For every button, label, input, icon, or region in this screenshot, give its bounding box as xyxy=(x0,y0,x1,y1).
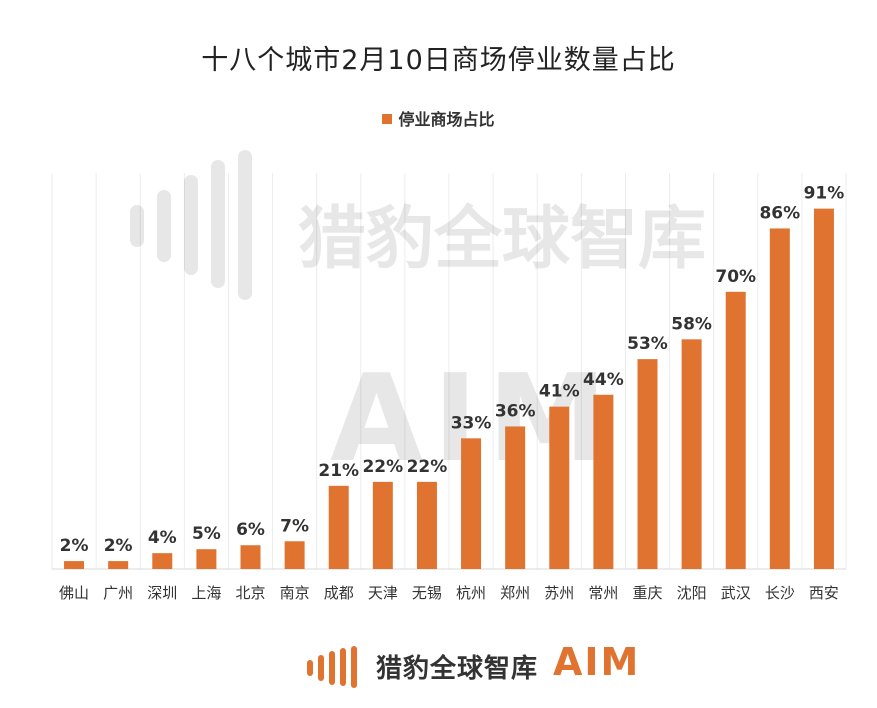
bar-郑州 xyxy=(505,426,526,569)
x-tick-label: 常州 xyxy=(588,584,618,602)
data-label: 21% xyxy=(318,461,359,481)
data-label: 58% xyxy=(671,314,712,334)
bar-沈阳 xyxy=(681,339,702,569)
data-label: 22% xyxy=(362,457,403,477)
bar-天津 xyxy=(372,481,393,569)
data-labels: 2% 2% 4% 5% 6% 7%21% 22% 22%33%36%41%44%53%58%7… xyxy=(60,184,845,556)
x-tick-label: 北京 xyxy=(235,584,265,602)
data-label: 44% xyxy=(583,370,624,390)
data-label: 2% xyxy=(104,536,133,556)
footer-logo-icon xyxy=(307,646,357,688)
bar-广州 xyxy=(108,561,129,569)
x-tick-label: 苏州 xyxy=(544,584,574,602)
watermark-logo-icon xyxy=(130,150,252,300)
legend-swatch xyxy=(382,114,393,124)
x-tick-label: 南京 xyxy=(280,584,310,602)
bar-北京 xyxy=(240,545,261,569)
bar-上海 xyxy=(196,549,217,569)
bar-西安 xyxy=(813,208,834,569)
x-tick-label: 长沙 xyxy=(765,584,795,602)
bar-重庆 xyxy=(637,359,658,569)
x-tick-label: 重庆 xyxy=(632,584,662,602)
x-tick-label: 沈阳 xyxy=(677,584,707,602)
footer-brand-text: 猎豹全球智库 xyxy=(376,654,539,684)
data-label: 53% xyxy=(627,334,668,354)
legend: 停业商场占比 xyxy=(0,106,877,130)
bar-深圳 xyxy=(152,553,173,569)
data-label: 33% xyxy=(451,413,492,433)
data-label: 41% xyxy=(539,382,580,402)
x-tick-label: 深圳 xyxy=(147,584,177,602)
legend-label: 停业商场占比 xyxy=(398,110,495,129)
bar-长沙 xyxy=(769,228,790,569)
data-label: 7% xyxy=(280,516,309,536)
data-label: 2% xyxy=(60,536,89,556)
bar-南京 xyxy=(284,541,305,569)
x-tick-label: 西安 xyxy=(809,584,839,602)
data-label: 6% xyxy=(236,520,265,540)
data-label: 22% xyxy=(407,457,448,477)
data-label: 70% xyxy=(715,267,756,287)
gridlines xyxy=(51,173,847,569)
bars xyxy=(64,208,834,569)
bar-佛山 xyxy=(64,561,85,569)
data-label: 91% xyxy=(804,184,845,204)
bar-苏州 xyxy=(549,406,570,569)
data-label: 5% xyxy=(192,524,221,544)
x-tick-label: 成都 xyxy=(324,584,354,602)
bar-成都 xyxy=(328,485,349,569)
x-tick-label: 杭州 xyxy=(456,584,486,602)
data-label: 86% xyxy=(759,203,800,223)
x-tick-labels: 佛山 广州 深圳 上海 北京 南京 成都 天津 无锡 杭州 郑州 苏州 常州 重庆 沈阳 武汉 长沙 西安 xyxy=(59,584,839,602)
x-tick-label: 佛山 xyxy=(59,584,89,602)
bar-杭州 xyxy=(461,438,482,569)
x-tick-label: 郑州 xyxy=(500,584,530,602)
data-label: 36% xyxy=(495,401,536,421)
watermark-brand: 猎豹全球智库 xyxy=(298,200,706,279)
x-tick-label: 广州 xyxy=(103,584,133,602)
bar-武汉 xyxy=(725,291,746,569)
bar-无锡 xyxy=(416,481,437,569)
x-tick-label: 无锡 xyxy=(412,584,442,602)
x-tick-label: 天津 xyxy=(368,584,398,602)
x-tick-label: 上海 xyxy=(191,584,221,602)
bar-常州 xyxy=(593,394,614,569)
data-label: 4% xyxy=(148,528,177,548)
watermark: 猎豹全球智库 AIM xyxy=(130,150,706,489)
chart-title: 十八个城市2月10日商场停业数量占比 xyxy=(201,45,676,76)
x-tick-label: 武汉 xyxy=(721,584,751,602)
footer: 猎豹全球智库 AIM xyxy=(0,640,877,690)
footer-aim-logo: AIM xyxy=(553,640,641,684)
